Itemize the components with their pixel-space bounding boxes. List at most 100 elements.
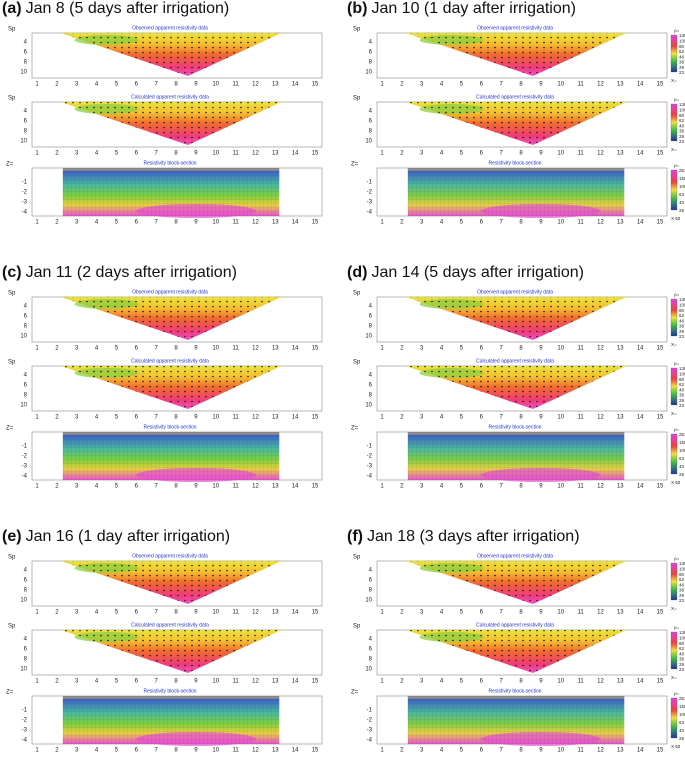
x-tick-label: 10 — [212, 679, 219, 685]
y-tick-label: -3 — [367, 728, 373, 734]
y-tick-label: -2 — [367, 454, 373, 460]
panel-label: (c) — [2, 264, 22, 281]
colorbar-tick-label: 29 — [679, 65, 685, 70]
y-tick-label: 10 — [20, 667, 27, 673]
panel-label: (b) — [347, 0, 367, 17]
panel: (f) Jan 18 (3 days after irrigation) Obser… — [347, 528, 685, 753]
colorbar-tick-label: 38 — [679, 657, 685, 662]
x-tick-label: 9 — [539, 748, 543, 754]
subplot-title: Calculated apparent resistivity data — [476, 94, 554, 100]
y-tick-label: 10 — [365, 598, 372, 604]
x-tick-label: 2 — [55, 748, 59, 754]
y-tick-label: -1 — [22, 444, 28, 450]
panel-label: (d) — [347, 264, 367, 281]
colorbar-footer: X= — [671, 411, 677, 416]
subplot-title: Observed apparent resistivity data — [132, 25, 208, 31]
subplot-title: Calculated apparent resistivity data — [131, 622, 209, 628]
x-tick-label: 6 — [135, 151, 139, 157]
x-tick-label: 11 — [232, 346, 239, 352]
x-tick-label: 2 — [400, 484, 404, 490]
colorbar-tick-label: 38 — [679, 60, 685, 65]
block-grid — [407, 171, 625, 216]
x-tick-label: 11 — [577, 679, 584, 685]
x-tick-label: 2 — [400, 151, 404, 157]
x-tick-label: 9 — [194, 679, 198, 685]
x-tick-label: 4 — [95, 415, 99, 421]
x-tick-label: 9 — [539, 415, 543, 421]
x-tick-label: 11 — [232, 151, 239, 157]
x-tick-label: 2 — [400, 415, 404, 421]
colorbar — [670, 169, 678, 211]
x-tick-label: 15 — [657, 220, 664, 226]
x-tick-label: 13 — [272, 484, 279, 490]
x-tick-label: 1 — [380, 679, 384, 685]
x-tick-label: 9 — [194, 346, 198, 352]
x-tick-label: 6 — [135, 748, 139, 754]
x-tick-label: 7 — [154, 220, 158, 226]
data-points — [60, 297, 282, 340]
x-tick-label: 15 — [657, 748, 664, 754]
x-tick-label: 9 — [539, 610, 543, 616]
x-tick-label: 7 — [154, 82, 158, 88]
x-tick-label: 1 — [35, 82, 39, 88]
colorbar — [670, 103, 678, 142]
x-tick-label: 9 — [539, 346, 543, 352]
x-tick-label: 14 — [292, 151, 299, 157]
x-tick-label: 8 — [174, 484, 178, 490]
x-tick-label: 5 — [460, 484, 464, 490]
x-tick-label: 15 — [312, 484, 319, 490]
x-tick-label: 15 — [657, 151, 664, 157]
y-tick-label: 8 — [24, 657, 28, 663]
x-tick-label: 6 — [480, 415, 484, 421]
colorbar-tick-label: 48 — [679, 651, 685, 656]
y-tick-label: 4 — [24, 109, 28, 115]
y-axis-label: Z= — [351, 426, 359, 432]
data-points — [405, 561, 627, 604]
y-tick-label: -2 — [22, 190, 28, 196]
colorbar-tick-label: 25 — [679, 472, 685, 477]
subplot-title: Resistivity block-section — [488, 688, 541, 694]
x-tick-label: 14 — [637, 82, 644, 88]
x-tick-label: 3 — [75, 82, 79, 88]
x-tick-label: 15 — [312, 151, 319, 157]
y-axis-label: Sp — [8, 624, 16, 630]
x-tick-label: 11 — [232, 748, 239, 754]
y-tick-label: 8 — [24, 324, 28, 330]
x-tick-label: 10 — [557, 346, 564, 352]
x-tick-label: 6 — [135, 415, 139, 421]
x-tick-label: 2 — [400, 679, 404, 685]
x-tick-label: 14 — [292, 679, 299, 685]
y-tick-label: 8 — [24, 129, 28, 135]
x-tick-label: 2 — [400, 346, 404, 352]
x-tick-label: 7 — [499, 220, 503, 226]
data-points — [60, 102, 282, 145]
x-tick-label: 8 — [519, 415, 523, 421]
x-tick-label: 1 — [380, 415, 384, 421]
x-tick-label: 12 — [597, 346, 604, 352]
x-tick-label: 5 — [115, 82, 119, 88]
x-tick-label: 7 — [499, 151, 503, 157]
x-tick-label: 4 — [440, 82, 444, 88]
x-tick-label: 4 — [440, 151, 444, 157]
x-tick-label: 11 — [577, 346, 584, 352]
electrode-strip — [407, 696, 625, 699]
x-tick-label: 14 — [637, 679, 644, 685]
x-tick-label: 13 — [272, 220, 279, 226]
x-tick-label: 10 — [212, 151, 219, 157]
x-tick-label: 2 — [55, 610, 59, 616]
x-tick-label: 1 — [380, 220, 384, 226]
x-tick-label: 2 — [400, 748, 404, 754]
x-tick-label: 1 — [35, 610, 39, 616]
x-tick-label: 9 — [194, 484, 198, 490]
panel-title: (b) Jan 10 (1 day after irrigation) — [347, 0, 576, 17]
y-tick-label: 8 — [369, 657, 373, 663]
y-axis-label: Z= — [6, 690, 14, 696]
x-tick-label: 13 — [272, 346, 279, 352]
colorbar-tick-label: 23 — [679, 139, 685, 144]
x-tick-label: 15 — [657, 415, 664, 421]
x-tick-label: 12 — [252, 484, 259, 490]
x-tick-label: 6 — [135, 220, 139, 226]
data-points — [60, 33, 282, 76]
panel-title: (a) Jan 8 (5 days after irrigation) — [2, 0, 229, 17]
colorbar-tick-label: 48 — [679, 54, 685, 59]
